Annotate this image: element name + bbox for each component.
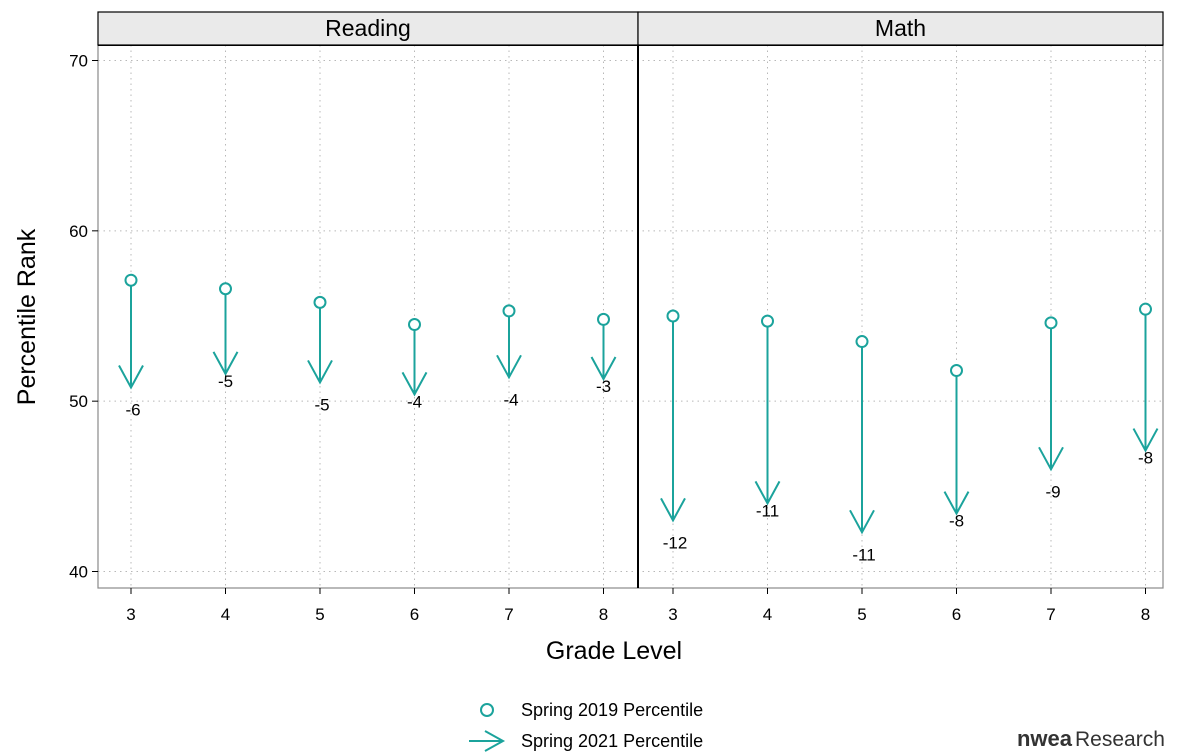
y-axis-title: Percentile Rank [13, 228, 41, 405]
x-tick-label: 7 [504, 605, 513, 624]
spring-2019-point [219, 282, 232, 296]
legend-arrowhead [484, 730, 506, 752]
spring-2021-arrowhead [660, 497, 686, 523]
change-label: -5 [314, 395, 329, 414]
x-tick-label: 7 [1046, 605, 1055, 624]
spring-2019-point [666, 309, 680, 323]
plot-frame [97, 44, 1164, 589]
spring-2019-point [502, 304, 516, 318]
spring-2019-point [855, 335, 869, 349]
legend-label-2021: Spring 2021 Percentile [521, 731, 703, 751]
spring-2019-point [761, 314, 774, 328]
change-label: -11 [852, 545, 875, 564]
grid-layer [98, 45, 1163, 588]
brand-logo-mark: nwea [1017, 726, 1073, 751]
y-tick-label: 60 [69, 222, 88, 241]
spring-2021-arrowhead [212, 351, 239, 377]
x-tick-label: 6 [410, 605, 419, 624]
x-tick-label: 4 [763, 605, 772, 624]
change-label: -8 [949, 512, 964, 531]
spring-2021-arrowhead [118, 365, 144, 390]
spring-2021-arrowhead [307, 359, 333, 385]
y-tick-label: 70 [69, 52, 88, 71]
legend-label-2019: Spring 2019 Percentile [521, 700, 703, 720]
change-label: -12 [663, 533, 688, 552]
spring-2019-point [1139, 302, 1152, 316]
panel-header-reading [97, 11, 639, 46]
spring-2021-arrowhead [943, 491, 970, 516]
spring-2019-point [124, 273, 138, 287]
y-tick-label: 50 [69, 392, 88, 411]
change-label: -9 [1045, 482, 1060, 501]
x-tick-label: 6 [952, 605, 961, 624]
legend-circle-marker [480, 703, 494, 717]
x-tick-label: 4 [221, 605, 230, 624]
x-tick-label: 5 [857, 605, 866, 624]
x-tick-label: 5 [315, 605, 324, 624]
change-label: -6 [125, 401, 140, 420]
change-label: -8 [1138, 449, 1153, 468]
x-tick-label: 8 [1141, 605, 1150, 624]
spring-2021-arrowhead [590, 356, 617, 382]
y-tick-label: 40 [69, 563, 88, 582]
panel-header-math [637, 11, 1164, 46]
panel-title: Reading [325, 15, 411, 41]
spring-2021-arrowhead [754, 480, 781, 506]
spring-2019-point [1044, 316, 1058, 330]
spring-2021-arrowhead [849, 509, 875, 535]
marks-layer: -6 -5 -5 -4 -4 -3 -12 -11 -11 -8 -9 -8 [118, 273, 1159, 564]
x-axis-title: Grade Level [546, 637, 682, 665]
x-tick-label: 3 [126, 605, 135, 624]
panel-title: Math [875, 15, 926, 41]
brand-logo-text: Research [1075, 728, 1165, 751]
x-tick-label: 3 [668, 605, 677, 624]
spring-2021-arrowhead [1038, 446, 1064, 472]
frame-layer [97, 12, 1164, 589]
change-label: -11 [756, 501, 779, 520]
spring-2019-point [408, 318, 421, 332]
spring-2021-arrowhead [496, 354, 522, 380]
spring-2019-point [950, 364, 963, 378]
spring-2021-arrowhead [401, 371, 428, 397]
change-label: -4 [407, 392, 422, 411]
axis-layer: 40 50 60 70 3 4 5 6 7 8 3 4 5 6 7 8 Percentile Rank Grade… [13, 52, 1150, 666]
legend: Spring 2019 Percentile Spring 2021 Percen… [469, 700, 703, 752]
spring-2021-arrowhead [1132, 428, 1159, 453]
spring-2019-point [313, 295, 327, 309]
change-label: -3 [596, 377, 611, 396]
change-label: -5 [218, 372, 233, 391]
change-label: -4 [503, 390, 518, 409]
panel-headers: Reading Math [97, 11, 1164, 46]
spring-2019-point [597, 312, 610, 326]
x-tick-label: 8 [599, 605, 608, 624]
brand-logo: nwea Research [1017, 726, 1165, 751]
